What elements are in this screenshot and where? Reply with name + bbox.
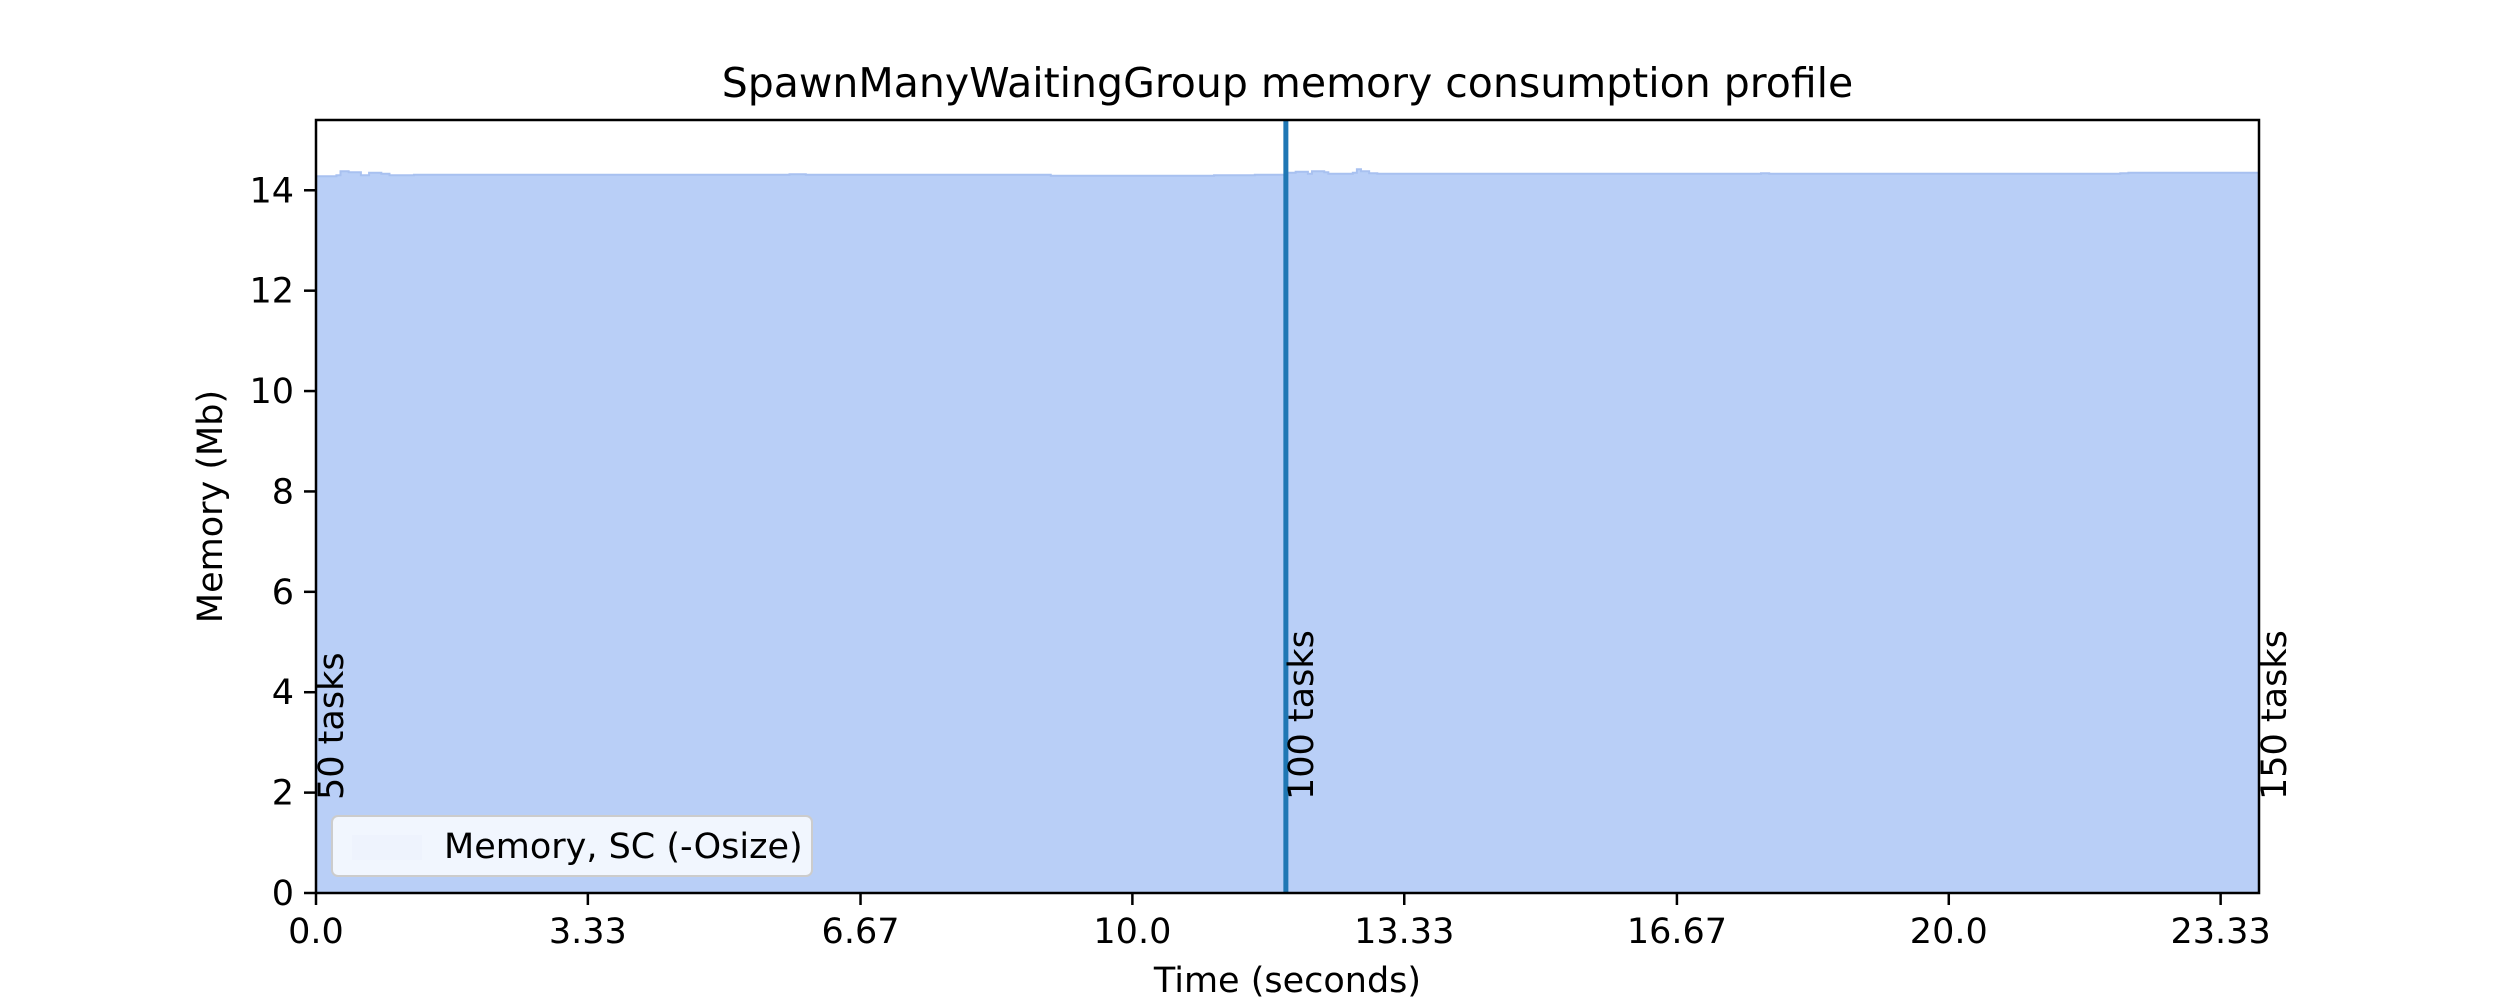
legend-box (331, 815, 813, 877)
task-markers: 50 tasks 100 tasks 150 tasks (312, 120, 2295, 893)
marker-label-2: 150 tasks (2255, 630, 2295, 800)
y-tick-label: 0 (272, 874, 294, 914)
y-tick-label: 10 (249, 372, 294, 412)
y-axis-label: Memory (Mb) (191, 390, 231, 623)
y-tick-label: 12 (249, 272, 294, 312)
x-tick-label: 13.33 (1354, 912, 1454, 952)
marker-label-0: 50 tasks (312, 652, 352, 800)
y-tick-label: 6 (272, 573, 294, 613)
plot-frame (314, 118, 2261, 895)
x-tick-label: 3.33 (549, 912, 627, 952)
y-tick-label: 8 (272, 472, 294, 512)
x-tick-label: 0.0 (288, 912, 344, 952)
x-tick-label: 10.0 (1093, 912, 1171, 952)
chart-title: SpawnManyWaitingGroup memory consumption… (722, 59, 1854, 107)
x-axis-label: Time (seconds) (1153, 961, 1421, 1000)
x-tick-label: 16.67 (1627, 912, 1727, 952)
y-tick-label: 4 (272, 673, 294, 713)
x-tick-label: 6.67 (822, 912, 900, 952)
legend: Memory, SC (-Osize) (331, 815, 813, 877)
legend-swatch (352, 835, 422, 860)
x-axis-ticks: 0.0 3.33 6.67 10.0 13.33 16.67 20.0 23.33 (288, 893, 2271, 952)
x-tick-label: 23.33 (2171, 912, 2271, 952)
y-axis-ticks: 0 2 4 6 8 10 12 14 (249, 171, 316, 914)
y-tick-label: 2 (272, 774, 294, 814)
legend-label: Memory, SC (-Osize) (444, 827, 803, 867)
marker-label-1: 100 tasks (1282, 630, 1322, 800)
x-tick-label: 20.0 (1910, 912, 1988, 952)
y-tick-label: 14 (249, 171, 294, 211)
